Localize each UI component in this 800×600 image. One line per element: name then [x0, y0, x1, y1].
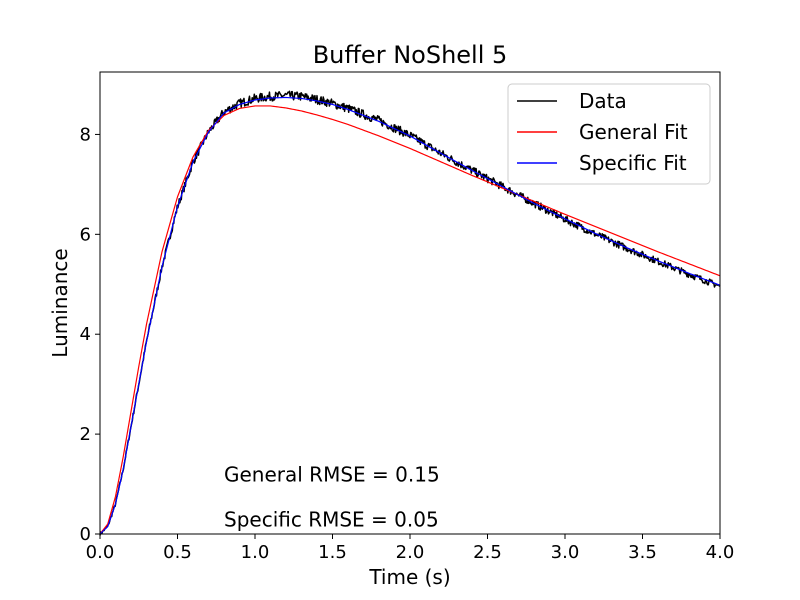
plot-lines: [99, 90, 721, 536]
y-tick-label: 2: [80, 424, 91, 445]
series-line-general-fit: [99, 105, 721, 535]
rmse-annotation: Specific RMSE = 0.05: [224, 508, 439, 532]
rmse-annotation: General RMSE = 0.15: [224, 463, 440, 487]
legend-label: Data: [579, 89, 627, 113]
y-axis: 0 2 4 6 8: [80, 124, 100, 545]
x-tick-label: 3.0: [551, 542, 580, 563]
y-tick-label: 8: [80, 124, 91, 145]
x-axis: 0.0 0.5 1.0 1.5 2.0 2.5 3.0 3.5 4.0: [86, 534, 735, 563]
y-axis-label: Luminance: [48, 248, 72, 357]
x-tick-label: 3.5: [628, 542, 657, 563]
x-tick-label: 1.5: [318, 542, 347, 563]
annotations: General RMSE = 0.15 Specific RMSE = 0.05: [224, 463, 440, 532]
x-tick-label: 2.0: [396, 542, 425, 563]
y-tick-label: 6: [80, 224, 91, 245]
series-line-specific-fit: [99, 96, 721, 535]
x-tick-label: 2.5: [473, 542, 502, 563]
y-tick-label: 0: [80, 524, 91, 545]
chart-title: Buffer NoShell 5: [313, 41, 508, 69]
x-tick-label: 0.5: [163, 542, 192, 563]
x-axis-label: Time (s): [368, 565, 450, 589]
y-tick-label: 4: [80, 324, 91, 345]
x-tick-label: 4.0: [706, 542, 735, 563]
legend: Data General Fit Specific Fit: [507, 83, 711, 185]
series-line-data: [99, 90, 721, 536]
x-tick-label: 0.0: [86, 542, 115, 563]
x-tick-label: 1.0: [241, 542, 270, 563]
legend-label: General Fit: [579, 120, 688, 144]
legend-label: Specific Fit: [579, 151, 687, 175]
legend-box: [507, 83, 711, 185]
